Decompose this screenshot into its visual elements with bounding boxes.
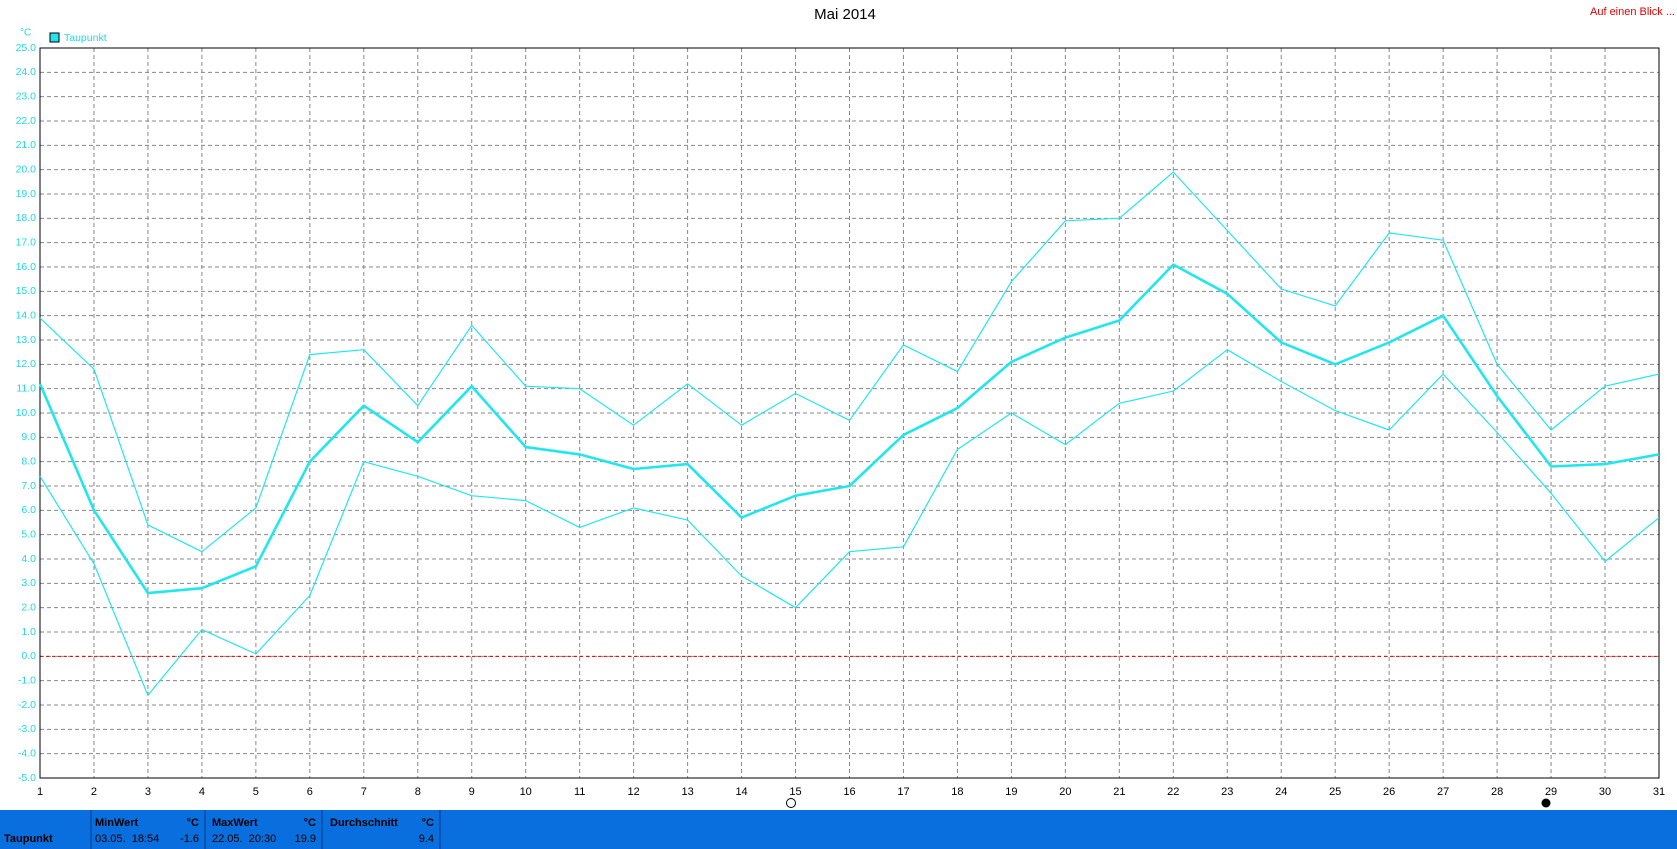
summary-bar: Taupunkt MinWert °C 03.05. 18:54 -1.6 Ma… — [0, 810, 1677, 849]
x-tick-label: 21 — [1113, 786, 1125, 798]
y-tick-label: 23.0 — [16, 90, 37, 102]
x-tick-label: 8 — [415, 786, 421, 798]
x-tick-label: 4 — [199, 786, 205, 798]
y-tick-label: 14.0 — [16, 309, 37, 321]
link[interactable]: Auf einen Blick ... — [1590, 6, 1675, 18]
x-tick-label: 14 — [735, 786, 747, 798]
y-tick-label: 20.0 — [16, 163, 37, 175]
series-line — [39, 349, 1660, 696]
y-tick-label: 21.0 — [16, 139, 37, 151]
series-line — [38, 263, 1660, 595]
y-tick-label: 2.0 — [21, 601, 36, 613]
y-tick-label: 11.0 — [16, 382, 36, 394]
y-tick-label: 19.0 — [16, 188, 37, 200]
y-tick-label: 6.0 — [21, 504, 36, 516]
x-tick-label: 24 — [1275, 786, 1287, 798]
x-tick-label: 31 — [1653, 786, 1665, 798]
moon-new — [1541, 798, 1551, 808]
x-tick-label: 12 — [628, 786, 640, 798]
x-tick-label: 27 — [1437, 786, 1449, 798]
min-time: 03.05. 18:54 — [95, 833, 159, 845]
y-tick-label: 15.0 — [16, 285, 37, 297]
x-tick-label: 1 — [37, 786, 43, 798]
y-tick-label: 12.0 — [16, 358, 37, 370]
x-tick-label: 11 — [574, 786, 585, 798]
summary-label: Taupunkt — [4, 833, 53, 845]
y-tick-label: 22.0 — [16, 115, 37, 127]
x-tick-label: 29 — [1545, 786, 1557, 798]
y-tick-label: 1.0 — [21, 626, 36, 638]
summary-background — [0, 810, 1677, 849]
legend-label: Taupunkt — [64, 32, 107, 44]
y-tick-label: 17.0 — [16, 236, 37, 248]
x-tick-label: 3 — [145, 786, 151, 798]
x-tick-label: 18 — [951, 786, 963, 798]
x-tick-label: 2 — [91, 786, 97, 798]
y-tick-label: -2.0 — [18, 699, 36, 711]
y-tick-label: 8.0 — [21, 455, 36, 467]
x-tick-label: 30 — [1599, 786, 1611, 798]
plot: 25.024.023.022.021.020.019.018.017.016.0… — [16, 42, 1666, 798]
y-tick-label: 0.0 — [21, 650, 36, 662]
y-tick-label: -1.0 — [18, 674, 36, 686]
min-title: MinWert — [95, 817, 139, 829]
x-tick-label: 17 — [897, 786, 909, 798]
series-line — [39, 171, 1660, 553]
y-tick-label: 18.0 — [16, 212, 37, 224]
y-unit: °C — [20, 28, 31, 39]
y-tick-label: 25.0 — [16, 42, 37, 54]
x-tick-label: 16 — [843, 786, 855, 798]
avg-unit: °C — [422, 817, 434, 829]
avg-value: 9.4 — [419, 833, 434, 845]
max-time: 22.05. 20:30 — [212, 833, 276, 845]
x-tick-label: 23 — [1221, 786, 1233, 798]
y-tick-label: -4.0 — [18, 747, 36, 759]
x-tick-label: 13 — [681, 786, 693, 798]
x-tick-label: 22 — [1167, 786, 1179, 798]
max-unit: °C — [304, 817, 316, 829]
min-value: -1.6 — [180, 833, 199, 845]
y-tick-label: 5.0 — [21, 528, 36, 540]
chart-title: Mai 2014 — [814, 6, 876, 23]
max-value: 19.9 — [295, 833, 316, 845]
x-tick-label: 15 — [789, 786, 801, 798]
max-title: MaxWert — [212, 817, 258, 829]
x-tick-label: 25 — [1329, 786, 1341, 798]
min-unit: °C — [187, 817, 199, 829]
x-tick-label: 10 — [520, 786, 532, 798]
y-tick-label: 10.0 — [16, 407, 37, 419]
x-tick-label: 19 — [1005, 786, 1017, 798]
plot-frame — [39, 47, 1660, 779]
x-tick-label: 26 — [1383, 786, 1395, 798]
legend-swatch — [49, 32, 60, 43]
y-tick-label: -5.0 — [18, 772, 36, 784]
y-tick-label: 16.0 — [16, 261, 37, 273]
y-tick-label: 3.0 — [21, 577, 36, 589]
x-tick-label: 9 — [469, 786, 475, 798]
x-tick-label: 6 — [307, 786, 313, 798]
y-tick-label: 13.0 — [16, 334, 37, 346]
y-tick-label: 9.0 — [21, 431, 36, 443]
x-tick-label: 28 — [1491, 786, 1503, 798]
y-tick-label: 24.0 — [16, 66, 37, 78]
x-tick-label: 20 — [1059, 786, 1071, 798]
y-tick-label: 7.0 — [21, 480, 36, 492]
moon-full — [786, 798, 796, 808]
x-tick-label: 5 — [253, 786, 259, 798]
x-tick-label: 7 — [361, 786, 367, 798]
avg-title: Durchschnitt — [330, 817, 398, 829]
y-tick-label: -3.0 — [18, 723, 36, 735]
legend: Taupunkt — [49, 32, 107, 44]
y-tick-label: 4.0 — [21, 553, 36, 565]
